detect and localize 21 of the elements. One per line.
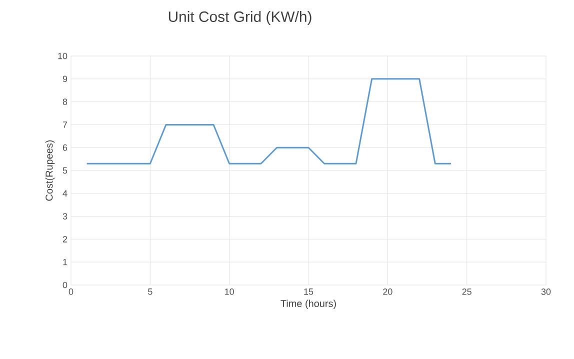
y-tick-label: 3 (62, 213, 68, 220)
y-tick-label: 0 (62, 282, 68, 288)
y-tick-label: 1 (63, 259, 68, 266)
x-tick-label: 5 (148, 288, 152, 295)
chart-title: Unit Cost Grid (KW/h) (168, 11, 312, 25)
y-tick-label: 6 (62, 144, 68, 151)
x-tick-label: 20 (383, 288, 392, 295)
y-axis-title: Cost(Rupees) (45, 140, 55, 201)
y-tick-label: 2 (62, 236, 68, 242)
y-tick-label: 9 (62, 76, 68, 82)
y-tick-label: 10 (58, 52, 68, 60)
x-tick-label: 25 (462, 288, 472, 295)
x-tick-label: 30 (541, 288, 551, 295)
x-tick-label: 15 (304, 288, 314, 295)
x-tick-label: 10 (225, 288, 234, 295)
y-tick-label: 8 (62, 98, 68, 105)
y-tick-label: 5 (62, 167, 68, 174)
y-tick-label: 7 (62, 122, 68, 128)
y-tick-label: 4 (62, 190, 68, 196)
x-tick-label: 0 (68, 288, 74, 295)
x-axis-title: Time (hours) (280, 300, 336, 309)
